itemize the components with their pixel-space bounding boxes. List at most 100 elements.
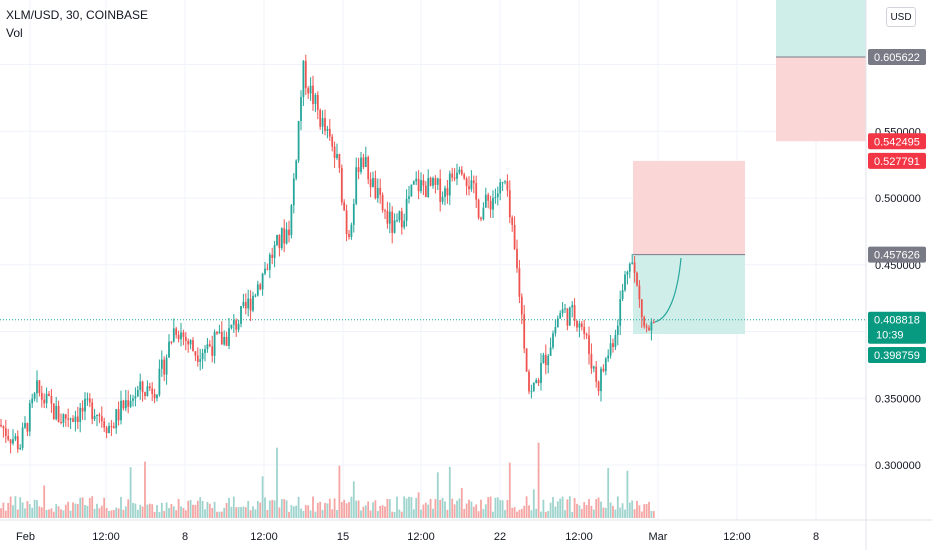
candle[interactable] <box>530 391 533 393</box>
candle[interactable] <box>434 178 437 185</box>
candle[interactable] <box>552 333 554 348</box>
candle[interactable] <box>132 398 134 401</box>
candle[interactable] <box>290 205 293 236</box>
candle[interactable] <box>187 340 190 345</box>
candle[interactable] <box>652 322 655 324</box>
candle[interactable] <box>96 414 98 417</box>
candle[interactable] <box>31 398 34 404</box>
candle[interactable] <box>36 380 38 394</box>
candle[interactable] <box>254 295 257 297</box>
candle[interactable] <box>295 160 298 179</box>
candle[interactable] <box>177 334 180 340</box>
candle[interactable] <box>376 187 379 199</box>
candle[interactable] <box>333 146 336 158</box>
candle[interactable] <box>436 178 439 185</box>
candle[interactable] <box>141 381 144 393</box>
candle[interactable] <box>237 323 240 330</box>
candle[interactable] <box>129 400 132 407</box>
candle[interactable] <box>549 347 552 356</box>
candle[interactable] <box>352 203 355 225</box>
candle[interactable] <box>321 118 324 127</box>
candle[interactable] <box>273 245 276 258</box>
candle[interactable] <box>196 355 199 362</box>
candle[interactable] <box>225 336 228 346</box>
candle[interactable] <box>12 439 14 444</box>
candle[interactable] <box>472 180 475 184</box>
candle[interactable] <box>52 403 55 420</box>
candle[interactable] <box>81 407 84 412</box>
candle[interactable] <box>103 421 106 428</box>
candle[interactable] <box>340 167 343 203</box>
candle[interactable] <box>571 305 574 308</box>
candle[interactable] <box>381 194 384 211</box>
currency-button[interactable]: USD <box>886 7 916 27</box>
candle[interactable] <box>616 325 619 335</box>
candle[interactable] <box>122 400 125 409</box>
candle[interactable] <box>134 396 137 399</box>
candle[interactable] <box>580 323 583 327</box>
candle[interactable] <box>386 210 389 224</box>
candle[interactable] <box>235 320 238 330</box>
candle[interactable] <box>468 186 470 190</box>
candle[interactable] <box>400 211 403 228</box>
candle[interactable] <box>50 395 53 404</box>
candle[interactable] <box>331 136 334 147</box>
candle[interactable] <box>420 180 422 192</box>
candle[interactable] <box>556 318 559 328</box>
candle[interactable] <box>489 200 492 210</box>
candle[interactable] <box>218 331 221 334</box>
candle[interactable] <box>588 335 590 354</box>
candle[interactable] <box>364 157 367 168</box>
candle[interactable] <box>384 210 386 212</box>
candle[interactable] <box>153 393 156 399</box>
candle[interactable] <box>175 328 178 335</box>
candle[interactable] <box>636 272 638 286</box>
candle[interactable] <box>626 271 629 275</box>
candle[interactable] <box>612 343 614 348</box>
candle[interactable] <box>379 187 382 195</box>
candle[interactable] <box>540 362 542 384</box>
candle[interactable] <box>172 328 175 342</box>
candle[interactable] <box>595 366 598 382</box>
candle[interactable] <box>554 327 557 334</box>
candle[interactable] <box>511 217 514 225</box>
candle[interactable] <box>220 331 223 345</box>
candle[interactable] <box>501 182 504 184</box>
candle[interactable] <box>242 301 245 307</box>
candle[interactable] <box>640 299 643 318</box>
candle[interactable] <box>547 355 550 366</box>
candle[interactable] <box>417 178 420 192</box>
candle[interactable] <box>360 157 362 172</box>
candle[interactable] <box>475 183 478 200</box>
candle[interactable] <box>256 284 259 296</box>
candle[interactable] <box>228 328 230 346</box>
candle[interactable] <box>64 414 67 419</box>
candle[interactable] <box>79 407 82 422</box>
candle[interactable] <box>201 352 204 360</box>
candle[interactable] <box>506 181 509 191</box>
candle[interactable] <box>357 167 360 172</box>
candle[interactable] <box>304 60 307 89</box>
candle[interactable] <box>19 447 22 450</box>
candle[interactable] <box>206 344 209 350</box>
candle[interactable] <box>216 332 218 334</box>
candle[interactable] <box>643 317 646 327</box>
candle[interactable] <box>532 382 535 392</box>
candle[interactable] <box>307 88 310 94</box>
candle[interactable] <box>156 394 158 399</box>
candle[interactable] <box>604 358 607 372</box>
candle[interactable] <box>492 197 494 210</box>
candle[interactable] <box>561 309 564 314</box>
candle[interactable] <box>345 210 348 235</box>
candle[interactable] <box>523 314 526 349</box>
candle[interactable] <box>343 202 346 211</box>
candle[interactable] <box>48 393 50 396</box>
candle[interactable] <box>525 348 528 372</box>
candle[interactable] <box>470 180 473 190</box>
candle[interactable] <box>369 179 372 188</box>
candle[interactable] <box>230 324 233 329</box>
candle[interactable] <box>136 389 139 397</box>
candle[interactable] <box>247 298 250 309</box>
candle[interactable] <box>204 349 206 353</box>
